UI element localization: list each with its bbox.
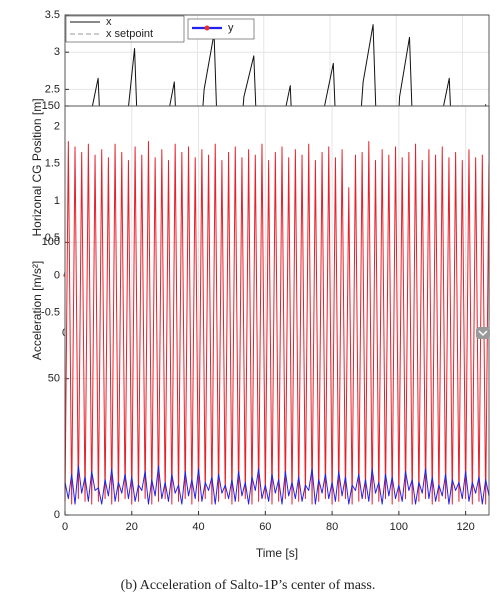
y-tick-label: 50: [48, 373, 60, 385]
y-tick-label: 1: [54, 195, 60, 207]
series-line: [64, 465, 490, 505]
x-tick-label: 100: [390, 521, 408, 533]
caption: (b) Acceleration of Salto-1P’s center of…: [121, 578, 376, 593]
y-tick-label: 150: [42, 100, 60, 112]
axes-frame: [64, 105, 490, 516]
x-axis-label: Time [s]: [256, 546, 298, 560]
y-tick-label: 0: [54, 269, 60, 281]
y-axis-label: Acceleration [m/s²]: [30, 261, 44, 360]
dropdown-icon[interactable]: [476, 327, 490, 339]
x-tick-label: 60: [259, 521, 271, 533]
legend-box: [65, 15, 185, 43]
x-tick-label: 20: [126, 521, 138, 533]
legend-label: x setpoint: [106, 28, 153, 40]
x-tick-label: 0: [62, 521, 68, 533]
y-tick-label: 3.5: [45, 9, 60, 21]
y-tick-label: 2.5: [45, 83, 60, 95]
x-tick-label: 80: [326, 521, 338, 533]
x-tick-label: 120: [456, 521, 474, 533]
legend-label: y: [228, 22, 234, 34]
x-tick-label: 40: [192, 521, 204, 533]
y-axis-label: Horizonal CG Position [m]: [30, 98, 44, 236]
y-tick-label: 3: [54, 46, 60, 58]
series-line: [64, 140, 490, 505]
y-tick-label: 100: [42, 236, 60, 248]
y-tick-label: 0.5: [45, 232, 60, 244]
legend-marker: [204, 25, 210, 31]
legend-label: x: [106, 16, 112, 28]
y-tick-label: 0: [54, 509, 60, 521]
y-tick-label: -0.5: [41, 306, 60, 318]
dropdown-arrow: [478, 330, 488, 337]
y-tick-label: 2: [54, 120, 60, 132]
y-tick-label: 1.5: [45, 158, 60, 170]
